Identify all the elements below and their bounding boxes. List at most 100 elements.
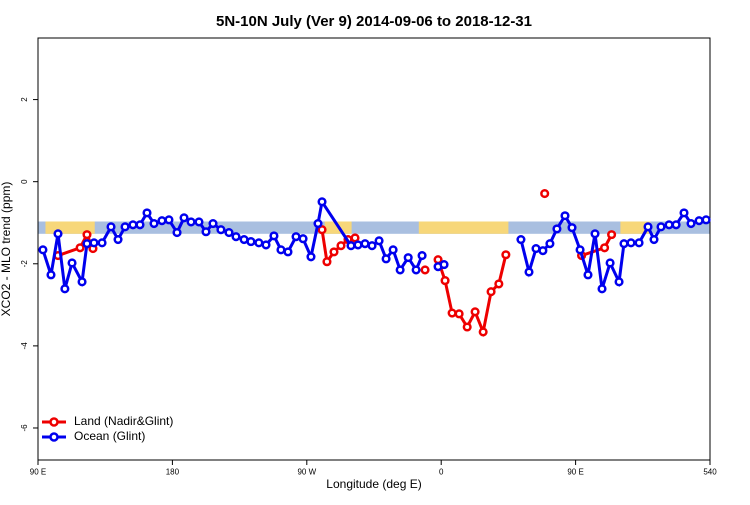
data-point (157, 216, 167, 226)
data-point (516, 235, 526, 245)
data-point (208, 218, 218, 229)
y-tick-label: 0 (20, 179, 29, 184)
data-point (53, 229, 63, 239)
data-point (619, 239, 629, 249)
data-point (172, 228, 182, 238)
data-point (261, 240, 271, 250)
data-point (538, 246, 548, 256)
land-region (418, 221, 509, 234)
data-point (82, 230, 92, 240)
data-point (607, 230, 617, 240)
data-point (486, 287, 496, 297)
data-point (440, 276, 450, 286)
data-point (239, 235, 249, 245)
data-point (317, 197, 327, 207)
data-point (626, 238, 636, 248)
data-point (216, 225, 226, 235)
data-point (179, 213, 189, 223)
data-point (75, 243, 85, 253)
data-point (439, 260, 449, 270)
data-point (545, 239, 555, 249)
data-point (462, 322, 472, 332)
x-tick-label: 180 (166, 468, 180, 477)
data-point (283, 247, 293, 257)
data-point (367, 241, 377, 251)
data-point (269, 231, 279, 241)
y-tick-label: 2 (20, 97, 29, 102)
data-point (540, 189, 550, 199)
y-tick-label: -2 (20, 260, 29, 268)
data-point (317, 225, 327, 235)
data-point (149, 218, 159, 229)
data-point (531, 244, 541, 254)
data-point (552, 224, 562, 234)
data-point (694, 216, 704, 226)
data-point (89, 238, 99, 248)
data-point (276, 245, 286, 255)
data-point (336, 241, 346, 251)
data-point (313, 218, 323, 229)
data-point (298, 234, 308, 244)
data-point (306, 252, 316, 262)
data-point (605, 258, 615, 268)
data-point (470, 307, 480, 317)
data-point (643, 222, 653, 232)
data-point (231, 232, 241, 242)
data-point (82, 239, 92, 249)
legend-label: Land (Nadir&Glint) (74, 414, 173, 428)
data-point (403, 253, 413, 263)
data-point (381, 254, 391, 264)
data-point (417, 251, 427, 261)
chart-title: 5N-10N July (Ver 9) 2014-09-06 to 2018-1… (216, 13, 532, 30)
data-point (395, 265, 405, 275)
data-point (447, 308, 457, 318)
data-point (224, 228, 234, 238)
data-point (186, 217, 196, 227)
x-tick-label: 0 (439, 468, 444, 477)
data-point (649, 235, 659, 245)
data-point (411, 265, 421, 275)
data-point (501, 250, 511, 260)
data-point (600, 243, 610, 253)
legend-label: Ocean (Glint) (74, 429, 145, 443)
data-point (142, 208, 152, 218)
data-point (46, 270, 56, 280)
data-point (420, 265, 430, 275)
data-point (567, 223, 577, 233)
data-point (67, 258, 77, 268)
data-point (77, 277, 87, 287)
data-point (524, 267, 534, 277)
data-point (38, 245, 48, 255)
data-point (494, 279, 504, 289)
data-point (201, 227, 211, 237)
data-point (656, 222, 666, 232)
land-region (620, 221, 651, 234)
legend-swatch-marker (49, 432, 59, 442)
data-point (590, 229, 600, 239)
data-point (614, 277, 624, 287)
data-point (346, 241, 356, 251)
data-point (454, 309, 464, 319)
data-point (560, 211, 570, 221)
plot-frame (37, 37, 711, 461)
y-tick-label: -6 (20, 424, 29, 432)
data-point (113, 235, 123, 245)
data-point (583, 270, 593, 280)
data-point (374, 236, 384, 246)
data-point (254, 238, 264, 248)
legend-swatch-marker (49, 417, 59, 427)
data-point (664, 220, 674, 230)
data-point (701, 215, 711, 225)
data-point (106, 222, 116, 232)
data-point (671, 220, 681, 230)
data-point (246, 237, 256, 247)
x-tick-label: 90 E (30, 468, 46, 477)
data-point (128, 220, 138, 230)
data-point (329, 247, 339, 257)
series-line (436, 254, 508, 338)
data-point (164, 215, 174, 225)
data-point (686, 218, 696, 229)
data-point (388, 245, 398, 255)
